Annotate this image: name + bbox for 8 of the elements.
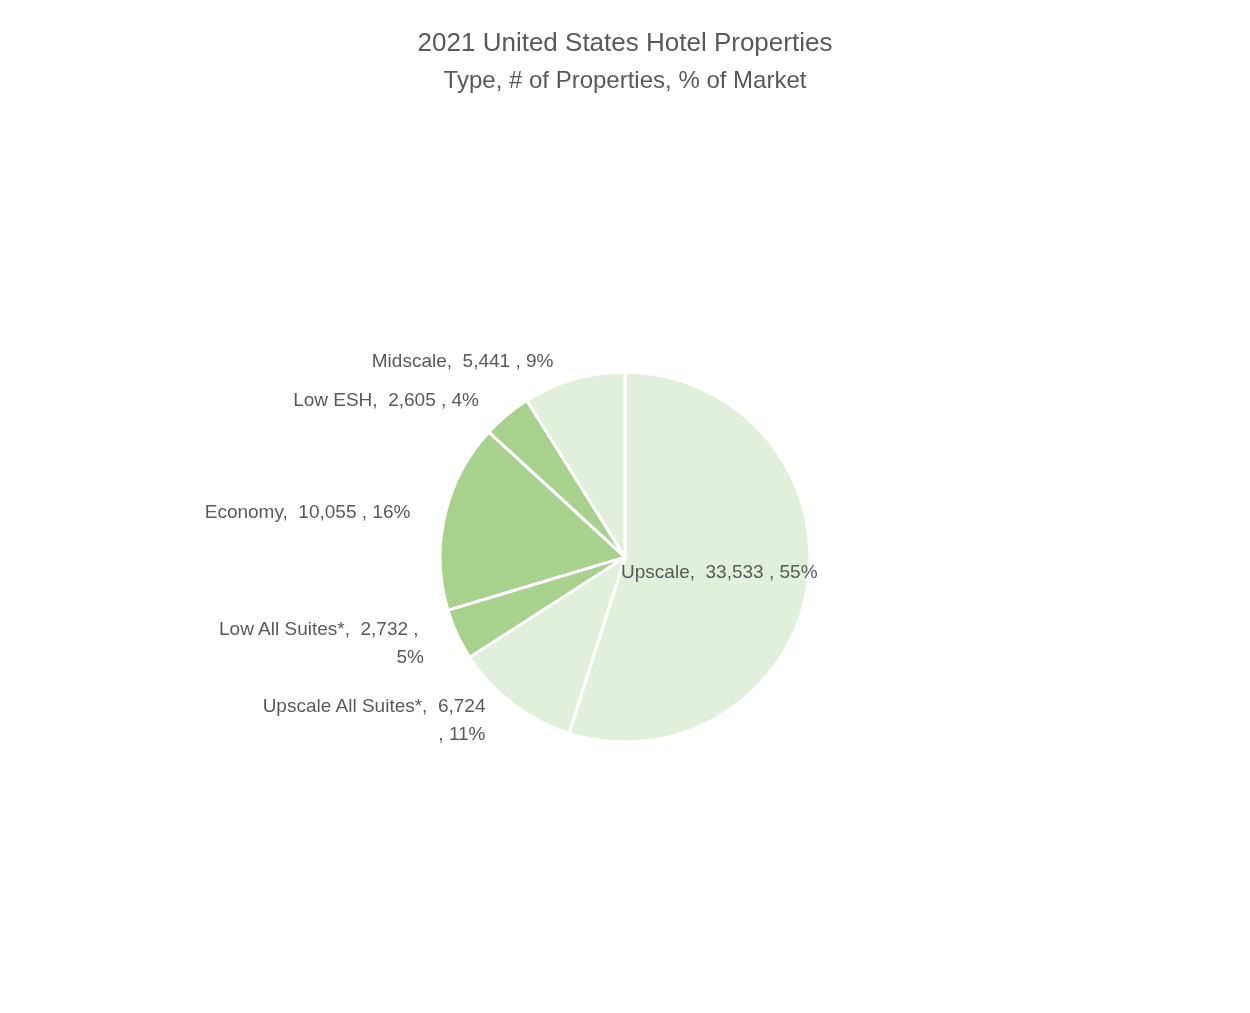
slice-label: Upscale, 33,533 , 55% (621, 561, 818, 583)
chart-title: 2021 United States Hotel Properties (417, 27, 833, 57)
slice-label: Midscale, 5,441 , 9% (371, 349, 554, 371)
chart-subtitle: Type, # of Properties, % of Market (443, 65, 807, 93)
slice-label: Upscale All Suites*, 6,724 , 11% (262, 695, 486, 745)
slice-label: Economy, 10,055 , 16% (204, 500, 411, 522)
slice-label: Low All Suites*, 2,732 , 5% (218, 618, 424, 668)
slice-label: Low ESH, 2,605 , 4% (293, 389, 480, 411)
